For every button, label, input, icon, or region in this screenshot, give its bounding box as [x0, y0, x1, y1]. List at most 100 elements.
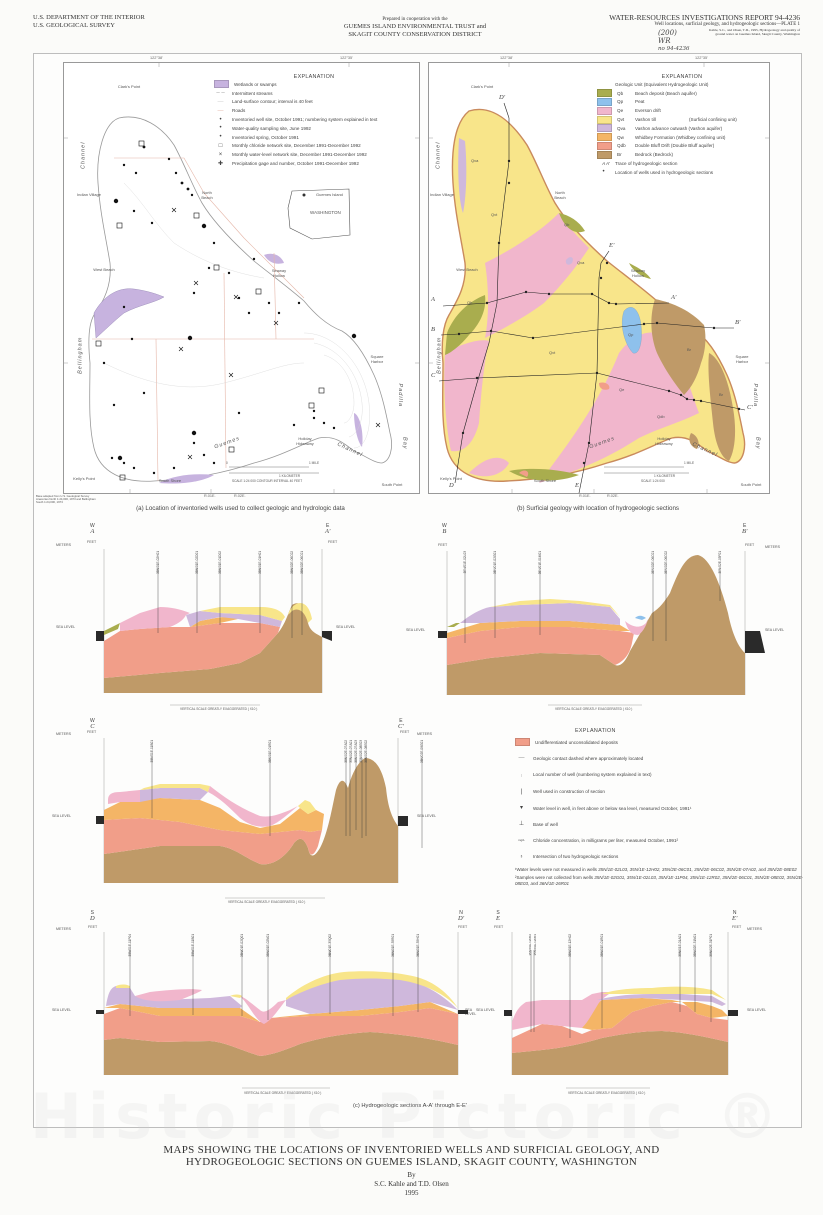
feet-axis-label: FEET: [400, 730, 410, 734]
wetland-west-beach: [93, 288, 165, 339]
unit-code: Qvt: [617, 117, 625, 123]
legend-label: Water level in well, in feet above or be…: [533, 805, 692, 811]
water-bay: Bay: [401, 437, 408, 450]
sea-level-label: SEA LEVEL: [747, 1008, 767, 1012]
well-label: 35N/01E-11B01: [150, 740, 154, 763]
map-b-caption: (b) Surficial geology with location of h…: [517, 505, 679, 512]
unit-qp: Qp Peat: [597, 97, 767, 107]
legend-label: Undifferentiated unconsolidated deposits: [535, 739, 618, 745]
map-label-qdb: Qdb: [657, 414, 665, 419]
place-seaway-hollow: Seaway Hollow: [630, 268, 646, 278]
feet-axis-label: FEET: [328, 540, 338, 544]
sea-level-label: SEA LEVEL: [52, 1008, 72, 1012]
map-b-explanation-title: EXPLANATION: [661, 74, 703, 80]
unit-code: Qw: [617, 134, 624, 140]
legend-label: Precipitation gage and number, October 1…: [232, 161, 359, 167]
section-well-points: [457, 159, 741, 465]
feet-axis-label: FEET: [438, 543, 448, 547]
wetland-swatch-icon: [214, 80, 229, 89]
water-channel-north: Channel: [435, 141, 442, 170]
water-padilla: Padilla: [397, 383, 404, 408]
unit-code: Qe: [617, 108, 624, 114]
place-west-beach: West Beach: [93, 267, 115, 272]
qva-swatch-icon: [597, 124, 612, 133]
vertical-scale-note: VERTICAL SCALE GREATLY EXAGGERATED ( X10…: [180, 707, 258, 711]
place-west-beach: West Beach: [456, 267, 478, 272]
section-c-profile: [96, 738, 423, 899]
map-a-explanation-title: EXPLANATION: [293, 74, 335, 80]
legend-label: Land-surface contour; interval is 40 fee…: [232, 99, 313, 105]
sections-caption: (c) Hydrogeologic sections A-A' through …: [352, 1103, 467, 1109]
legend-well-line: | Well used in construction of section: [515, 783, 805, 800]
place-seaway-hollow: Seaway Hollow: [271, 268, 287, 278]
well-label: 35N/01E-02D01: [195, 551, 199, 574]
legend-well-number: ⋮ Local number of well (numbering system …: [515, 766, 805, 783]
feet-axis-label: FEET: [494, 925, 504, 929]
qe-swatch-icon: [597, 106, 612, 115]
sea-level-label: SEA LEVEL: [417, 814, 437, 818]
trace-c-end: C': [747, 404, 753, 411]
legend-label: Intersection of two hydrogeologic sectio…: [533, 853, 619, 859]
undiff-swatch-icon: [515, 738, 530, 746]
well-dot-icon: •: [602, 169, 605, 176]
well-label: 35N/01E-12H02: [568, 934, 572, 957]
well-label: 35N/02E-31P01: [709, 934, 713, 957]
place-clarks-point: Clark's Point: [470, 84, 494, 89]
inset-guemes-label: Guemes Island: [316, 192, 343, 197]
legend-label: Monthly chloride network site, December …: [232, 143, 361, 149]
section-b-end: E B': [742, 523, 748, 535]
water-channel-north: Channel: [80, 141, 87, 170]
unit-br: Br Bedrock (Bedrock): [597, 150, 767, 159]
unit-qva: Qva Vashon advance outwash (Vashon aquife…: [597, 124, 767, 133]
unit-label: Vashon advance outwash (Vashon aquifer): [635, 125, 723, 131]
chloride-network-sites: [95, 140, 325, 481]
legend-label: Location of wells used in hydrogeologic …: [615, 169, 714, 175]
unit-label: Beach deposit (Beach aquifer): [635, 90, 697, 96]
sea-level-label: SEA LEVEL: [465, 1008, 477, 1016]
map-label-br: Br: [719, 392, 723, 397]
scale-mile-label: 1 MILE: [684, 461, 695, 465]
spring-dot-icon: •: [219, 134, 222, 141]
trace-e-end: E': [609, 242, 615, 249]
legend-label: Geologic contact dashed where approximat…: [533, 755, 644, 761]
legend-well-site: • Inventoried well site, October 1991; nu…: [214, 115, 414, 124]
place-clarks-point: Clark's Point: [117, 84, 141, 89]
section-c-end: E C': [398, 718, 404, 730]
legend-label: Local number of well (numbering system e…: [533, 772, 652, 777]
trace-a-start: A: [431, 296, 435, 303]
legend-label: Monthly water-level network site, Decemb…: [232, 152, 367, 158]
wetland-south-shore: [159, 474, 214, 484]
coop-line2: GUEMES ISLAND ENVIRONMENTAL TRUST and: [343, 23, 487, 30]
chloride-icon: mg/L: [518, 838, 525, 842]
unit-label: Everson drift: [635, 108, 661, 114]
meters-axis-label: METERS: [56, 732, 71, 736]
map-a-scale-bar: [229, 466, 319, 474]
sea-level-label: SEA LEVEL: [336, 625, 356, 629]
legend-label: Roads: [232, 108, 246, 114]
square-icon: □: [218, 142, 223, 149]
legend-undiff: Undifferentiated unconsolidated deposits: [515, 734, 805, 750]
map-label-qp: Qp: [628, 332, 634, 337]
legend-section-trace: A A' Trace of hydrogeologic section: [597, 159, 767, 168]
legend-water-level: ▾ Water level in well, in feet above or b…: [515, 800, 805, 816]
vertical-scale-note: VERTICAL SCALE GREATLY EXAGGERATED ( X10…: [568, 1091, 646, 1095]
legend-label: Intermittent streams: [232, 90, 273, 96]
well-label: 35N/01E-02N01: [266, 934, 270, 957]
well-label: 35N/01E-01D02: [218, 551, 222, 574]
citation-line1: Kahle, S.C., and Olsen, T.D., 1995, Hydr…: [709, 28, 800, 32]
section-b-profile: [438, 551, 765, 706]
report-block: WATER-RESOURCES INVESTIGATIONS REPORT 94…: [609, 14, 800, 37]
well-label: 35N/02E-07A01: [349, 740, 353, 763]
well-label: 35N/01E-12R03: [533, 934, 537, 956]
title-line2: HYDROGEOLOGIC SECTIONS ON GUEMES ISLAND,…: [185, 1156, 638, 1168]
publication-year: 1995: [404, 1189, 419, 1197]
legend-roads: — Roads: [214, 106, 414, 115]
well-label: 35N/01E-01H01: [258, 551, 262, 574]
map-label-qb: Qb: [467, 300, 473, 305]
section-a-end: E A': [325, 523, 331, 535]
sections-explanation: EXPLANATION Undifferentiated unconsolida…: [515, 728, 805, 887]
map-label-qvt: Qvt: [491, 212, 498, 217]
unit-label: Whidbey Formation (Whidbey confining uni…: [635, 134, 726, 140]
